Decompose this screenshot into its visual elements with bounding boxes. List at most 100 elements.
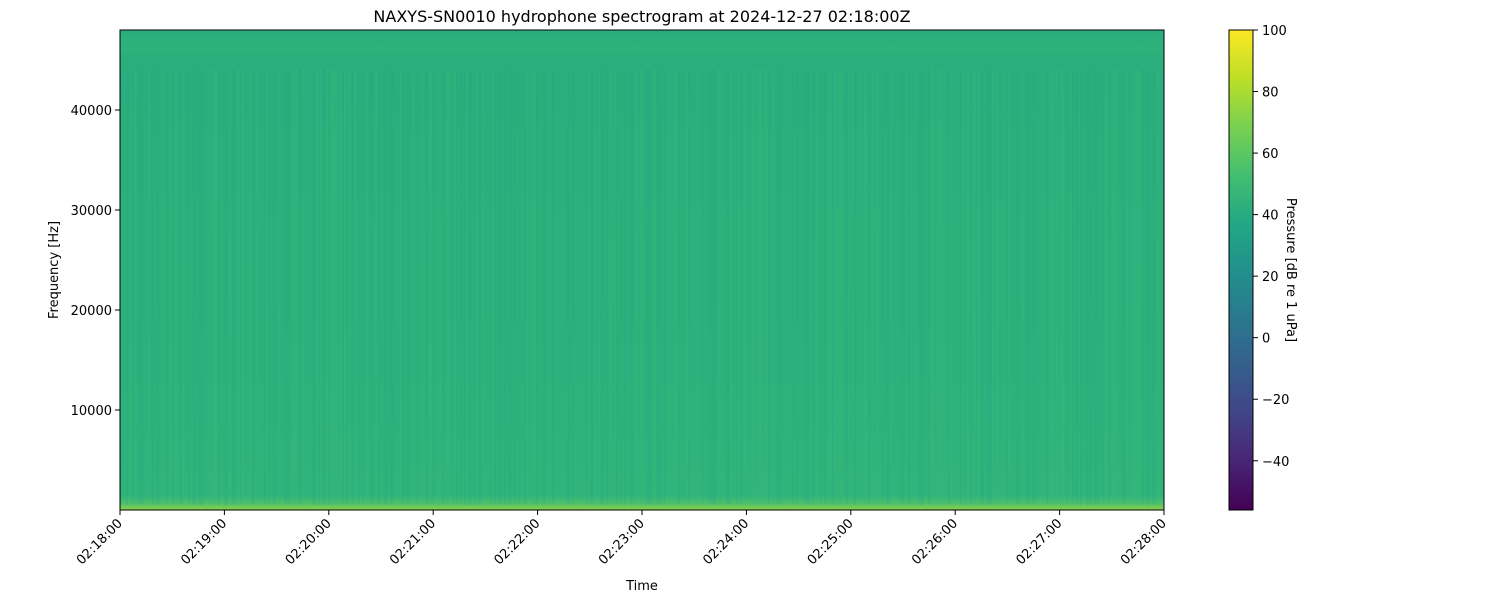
texture-stripe (312, 70, 314, 505)
texture-stripe (344, 70, 346, 505)
texture-stripe (630, 70, 632, 505)
texture-stripe (142, 70, 144, 505)
texture-stripe (172, 70, 174, 505)
texture-stripe (348, 70, 350, 505)
x-axis-label: Time (625, 579, 658, 594)
texture-stripe (1090, 70, 1092, 505)
texture-stripe (664, 70, 666, 505)
texture-stripe (586, 70, 588, 505)
colorbar-tick-label: 100 (1262, 24, 1287, 39)
texture-stripe (616, 70, 618, 505)
texture-stripe (542, 70, 544, 505)
texture-stripe (1124, 70, 1126, 505)
texture-stripe (428, 70, 430, 505)
texture-stripe (840, 70, 842, 505)
texture-stripe (298, 70, 300, 505)
texture-stripe (490, 70, 492, 505)
texture-stripe (192, 70, 194, 505)
texture-stripe (978, 70, 980, 505)
texture-stripe (536, 70, 538, 505)
texture-stripe (820, 70, 822, 505)
texture-stripe (910, 70, 912, 505)
texture-stripe (888, 70, 890, 505)
texture-stripe (730, 70, 732, 505)
texture-stripe (200, 70, 202, 505)
texture-stripe (162, 70, 164, 505)
texture-stripe (228, 70, 230, 505)
texture-stripe (180, 70, 182, 505)
texture-stripe (464, 70, 466, 505)
texture-stripe (448, 70, 450, 505)
texture-stripe (216, 70, 218, 505)
texture-stripe (834, 70, 836, 505)
texture-stripe (466, 70, 468, 505)
texture-stripe (1026, 70, 1028, 505)
texture-stripe (1126, 70, 1128, 505)
texture-stripe (1052, 70, 1054, 505)
texture-stripe (460, 70, 462, 505)
texture-stripe (170, 70, 172, 505)
texture-stripe (302, 70, 304, 505)
texture-stripe (768, 70, 770, 505)
texture-stripe (134, 70, 136, 505)
texture-stripe (250, 70, 252, 505)
texture-stripe (234, 70, 236, 505)
texture-stripe (508, 70, 510, 505)
y-tick-label: 10000 (71, 404, 112, 419)
texture-stripe (492, 70, 494, 505)
texture-stripe (452, 70, 454, 505)
texture-stripe (902, 70, 904, 505)
x-tick-label: 02:27:00 (1014, 516, 1066, 568)
texture-stripe (470, 70, 472, 505)
x-tick-label: 02:23:00 (596, 516, 648, 568)
texture-stripe (860, 70, 862, 505)
texture-stripe (938, 70, 940, 505)
texture-stripe (336, 70, 338, 505)
y-tick-label: 20000 (71, 304, 112, 319)
colorbar (1228, 29, 1254, 511)
texture-stripe (864, 70, 866, 505)
texture-stripe (166, 70, 168, 505)
texture-stripe (130, 70, 132, 505)
texture-stripe (846, 70, 848, 505)
texture-stripe (340, 70, 342, 505)
texture-stripe (1158, 70, 1160, 505)
texture-stripe (294, 70, 296, 505)
texture-stripe (636, 70, 638, 505)
texture-stripe (1086, 70, 1088, 505)
x-axis: 02:18:00 02:19:00 02:20:00 02:21:00 02:22:00… (74, 510, 1170, 568)
texture-stripe (830, 70, 832, 505)
texture-stripe (832, 70, 834, 505)
texture-stripe (916, 70, 918, 505)
x-tick-label: 02:24:00 (700, 516, 752, 568)
texture-stripe (412, 70, 414, 505)
texture-stripe (914, 70, 916, 505)
texture-stripe (316, 70, 318, 505)
texture-stripe (1154, 70, 1156, 505)
texture-stripe (332, 70, 334, 505)
texture-stripe (218, 70, 220, 505)
texture-stripe (974, 70, 976, 505)
texture-stripe (752, 70, 754, 505)
texture-stripe (990, 70, 992, 505)
texture-stripe (1060, 70, 1062, 505)
texture-stripe (854, 70, 856, 505)
x-tick-label: 02:25:00 (805, 516, 857, 568)
texture-stripe (1106, 70, 1108, 505)
texture-stripe (1122, 70, 1124, 505)
texture-stripe (610, 70, 612, 505)
texture-stripe (686, 70, 688, 505)
texture-stripe (678, 70, 680, 505)
texture-stripe (932, 70, 934, 505)
texture-stripe (872, 70, 874, 505)
texture-stripe (272, 70, 274, 505)
texture-stripe (330, 70, 332, 505)
texture-stripe (988, 70, 990, 505)
texture-stripe (1080, 70, 1082, 505)
texture-stripe (544, 70, 546, 505)
colorbar-tick-label: −20 (1262, 393, 1289, 408)
texture-stripe (696, 70, 698, 505)
texture-stripe (656, 70, 658, 505)
texture-stripe (652, 70, 654, 505)
texture-stripe (132, 70, 134, 505)
